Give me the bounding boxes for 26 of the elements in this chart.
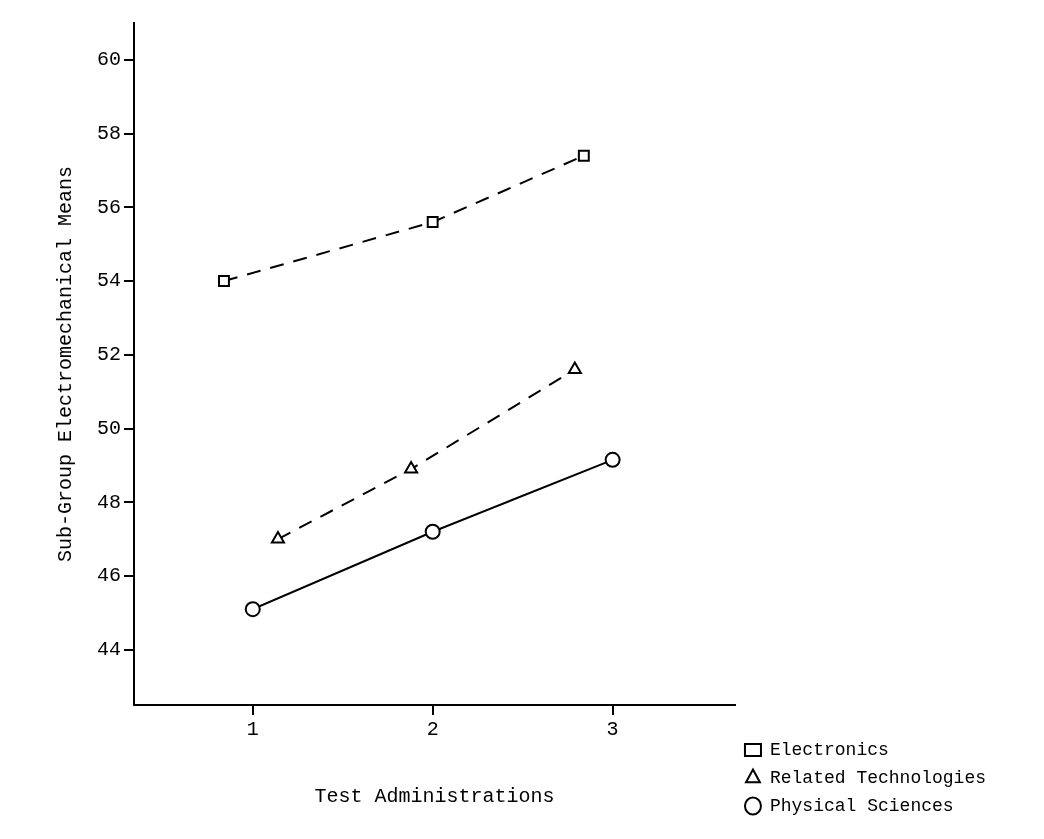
point <box>577 149 590 162</box>
point <box>426 216 439 229</box>
x-axis-title: Test Administrations <box>314 785 555 809</box>
x-tick-label: 1 <box>246 718 259 742</box>
legend-label: Physical Sciences <box>769 795 954 816</box>
y-tick-label: 60 <box>96 48 121 72</box>
legend-label: Related Technologies <box>769 767 987 788</box>
y-tick-label: 52 <box>96 343 121 367</box>
point <box>567 361 582 375</box>
y-tick-label: 54 <box>96 269 121 293</box>
point <box>404 461 419 474</box>
y-tick-label: 58 <box>96 121 121 145</box>
y-tick-label: 46 <box>96 564 121 588</box>
x-tick-label: 3 <box>606 718 619 742</box>
point <box>424 523 441 540</box>
legend-label: Electronics <box>769 739 889 760</box>
y-tick-label: 44 <box>96 638 121 661</box>
x-tick-label: 2 <box>426 718 439 742</box>
point <box>218 275 230 287</box>
point <box>244 601 261 618</box>
y-tick-label: 48 <box>96 490 121 514</box>
point <box>270 531 286 544</box>
y-axis-title: Sub-Group Electromechanical Means <box>54 165 78 563</box>
point <box>604 451 621 468</box>
y-tick-label: 50 <box>96 416 121 440</box>
y-tick-label: 56 <box>96 195 121 219</box>
